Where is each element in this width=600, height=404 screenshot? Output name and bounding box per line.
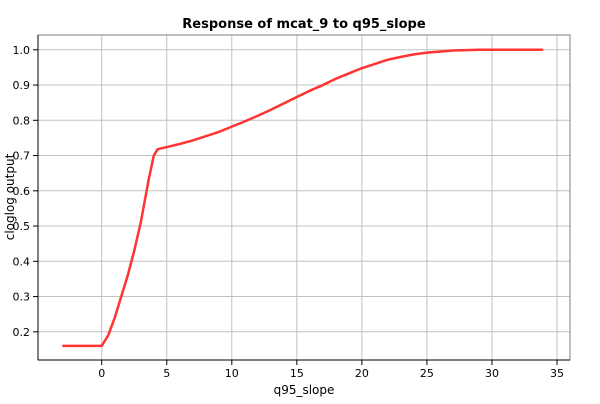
data-point	[152, 154, 155, 157]
x-tick-label: 0	[98, 367, 105, 380]
data-point	[244, 120, 246, 123]
data-point	[120, 295, 123, 298]
data-point	[452, 49, 454, 52]
data-point	[439, 50, 441, 53]
data-point	[348, 72, 350, 75]
data-point	[231, 125, 233, 128]
y-tick-label: 0.7	[13, 150, 31, 163]
y-axis-label: cloglog output	[3, 153, 17, 240]
data-point	[387, 58, 389, 61]
y-tick-label: 0.5	[13, 220, 31, 233]
data-point	[270, 108, 272, 111]
data-point	[204, 135, 207, 137]
y-tick-label: 0.6	[13, 185, 31, 198]
x-tick-label: 15	[290, 367, 304, 380]
data-point	[126, 274, 129, 277]
data-point	[143, 200, 146, 203]
data-point	[309, 89, 311, 92]
x-tick-label: 5	[163, 367, 170, 380]
data-point	[100, 345, 103, 347]
y-tick-label: 0.2	[13, 326, 31, 339]
data-point	[541, 49, 544, 51]
data-point	[322, 84, 324, 86]
data-point	[61, 345, 64, 347]
data-point	[335, 77, 337, 80]
y-tick-label: 0.9	[13, 79, 31, 92]
data-point	[257, 114, 259, 117]
y-tick-label: 0.8	[13, 114, 31, 127]
data-point	[218, 131, 220, 133]
data-point	[156, 148, 159, 151]
x-axis-label: q95_slope	[274, 383, 335, 397]
data-point	[400, 56, 402, 58]
data-point	[133, 249, 136, 252]
response-line	[62, 48, 543, 348]
data-point	[178, 143, 181, 145]
data-point	[478, 49, 480, 51]
y-tick-label: 0.4	[13, 255, 31, 268]
x-tick-label: 30	[485, 367, 499, 380]
data-point	[107, 334, 110, 337]
x-tick-label: 35	[550, 367, 564, 380]
x-tick-label: 20	[355, 367, 369, 380]
y-tick-label: 1.0	[13, 44, 31, 57]
chart-title: Response of mcat_9 to q95_slope	[182, 17, 426, 32]
data-point	[374, 63, 376, 65]
data-point	[147, 179, 150, 182]
data-point	[165, 146, 168, 148]
x-tick-label: 10	[225, 367, 239, 380]
data-point	[296, 96, 298, 98]
data-point	[191, 139, 194, 142]
y-tick-label: 0.3	[13, 291, 31, 304]
data-point	[361, 67, 363, 69]
data-point	[283, 102, 285, 105]
data-point	[413, 53, 415, 56]
data-point	[426, 51, 428, 54]
data-point	[139, 221, 142, 224]
x-tick-label: 25	[420, 367, 434, 380]
data-point	[113, 316, 116, 319]
